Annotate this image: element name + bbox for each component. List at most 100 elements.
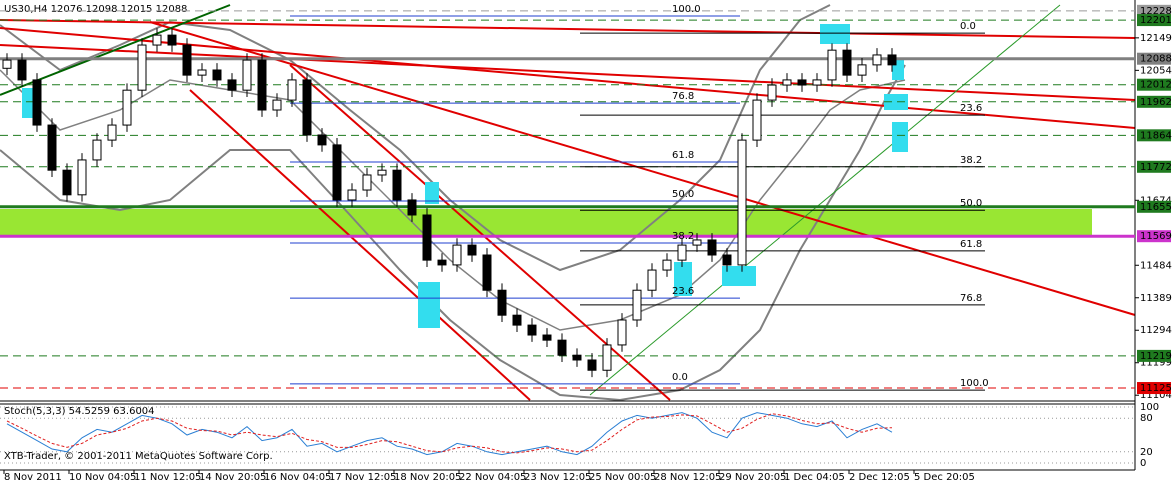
fib-label: 23.6 — [672, 286, 694, 297]
candle-body — [92, 139, 102, 161]
fib-label: 0.0 — [672, 372, 688, 383]
highlight-box — [722, 266, 756, 286]
fib-label: 50.0 — [960, 198, 982, 209]
highlight-box — [418, 282, 440, 328]
candle-body — [722, 254, 732, 266]
time-label: 14 Nov 20:05 — [199, 472, 266, 483]
time-label: 5 Dec 20:05 — [914, 472, 975, 483]
candle-body — [737, 139, 747, 266]
bollinger-lower — [0, 64, 906, 402]
candle-body — [422, 214, 432, 261]
y-tick-label: 20 — [1140, 447, 1153, 458]
candle-body — [752, 99, 762, 141]
y-tick-label: 0 — [1140, 458, 1146, 469]
time-label: 2 Dec 12:05 — [849, 472, 910, 483]
candle-body — [842, 49, 852, 76]
candle-body — [392, 169, 402, 201]
level-label: 12228 — [1140, 6, 1172, 17]
trend-line — [0, 19, 1136, 39]
candle-body — [47, 124, 57, 171]
candle-body — [497, 289, 507, 316]
candle-body — [707, 239, 717, 256]
candle-body — [437, 259, 447, 266]
highlight-box — [884, 94, 908, 110]
level-label: 11125 — [1140, 383, 1172, 394]
level-label: 11569 — [1140, 231, 1172, 242]
stoch-line — [6, 413, 893, 454]
uptrend-line — [589, 4, 1061, 396]
candle-body — [377, 169, 387, 176]
level-label-box — [1137, 200, 1171, 213]
candle-body — [62, 169, 72, 196]
trend-line — [189, 89, 531, 401]
time-label: 10 Nov 04:05 — [69, 472, 136, 483]
copyright: XTB-Trader, © 2001-2011 MetaQuotes Softw… — [4, 451, 273, 462]
highlight-box — [892, 122, 908, 152]
candle-body — [137, 44, 147, 91]
level-label: 12012 — [1140, 80, 1172, 91]
time-label: 28 Nov 12:05 — [654, 472, 721, 483]
trend-lines — [0, 19, 1136, 401]
candle-body — [122, 89, 132, 126]
time-label: 29 Nov 20:05 — [719, 472, 786, 483]
y-tick-label: 80 — [1140, 413, 1153, 424]
level-label-box — [1137, 230, 1171, 243]
highlight-box — [22, 88, 34, 118]
level-label-box — [1137, 95, 1171, 108]
fib-label: 100.0 — [960, 378, 989, 389]
time-label: 1 Dec 04:05 — [784, 472, 845, 483]
level-label-box — [1137, 4, 1171, 17]
time-label: 8 Nov 2011 — [4, 472, 62, 483]
level-label-box — [1137, 78, 1171, 91]
level-label-box — [1137, 52, 1171, 65]
fib-label: 100.0 — [672, 4, 701, 15]
fib-label: 23.6 — [960, 103, 982, 114]
candle-body — [347, 189, 357, 201]
candle-body — [692, 239, 702, 246]
bollinger-upper — [0, 4, 831, 272]
candle-body — [482, 254, 492, 291]
highlight-box — [425, 182, 439, 204]
level-label: 12088 — [1140, 54, 1172, 65]
trend-line — [149, 21, 1136, 316]
candle-body — [17, 59, 27, 81]
y-tick-label: 11104 — [1140, 390, 1172, 401]
candle-body — [242, 59, 252, 91]
candle-body — [797, 79, 807, 86]
time-label: 23 Nov 12:05 — [524, 472, 591, 483]
candle-body — [527, 324, 537, 336]
fib-label: 76.8 — [960, 293, 982, 304]
candle-body — [647, 269, 657, 291]
candle-body — [812, 79, 822, 86]
candle-body — [572, 354, 582, 361]
candle-body — [272, 99, 282, 111]
candle-body — [2, 59, 12, 69]
candle-body — [362, 174, 372, 191]
candle-body — [197, 69, 207, 76]
level-label-box — [1137, 129, 1171, 142]
level-label: 12201 — [1140, 15, 1172, 26]
candle-body — [617, 319, 627, 346]
candle-body — [872, 54, 882, 66]
fib-label: 38.2 — [672, 231, 694, 242]
level-label: 11962 — [1140, 97, 1172, 108]
candle-body — [632, 289, 642, 321]
time-label: 18 Nov 20:05 — [394, 472, 461, 483]
candle-body — [677, 244, 687, 261]
candle-body — [407, 199, 417, 216]
indicator-title: Stoch(5,3,3) 54.5259 63.6004 — [4, 406, 155, 417]
candle-body — [887, 54, 897, 66]
candle-body — [317, 134, 327, 146]
fib-label: 0.0 — [960, 21, 976, 32]
highlight-box — [820, 24, 850, 44]
candle-body — [332, 144, 342, 201]
candle-body — [227, 79, 237, 91]
y-tick-label: 100 — [1140, 402, 1159, 413]
time-label: 16 Nov 04:05 — [264, 472, 331, 483]
y-tick-label: 12149 — [1140, 33, 1172, 44]
y-tick-label: 11294 — [1140, 325, 1172, 336]
candle-body — [467, 244, 477, 256]
chart-title: US30,H4 12076 12098 12015 12088 — [4, 4, 187, 15]
candle-body — [167, 34, 177, 46]
